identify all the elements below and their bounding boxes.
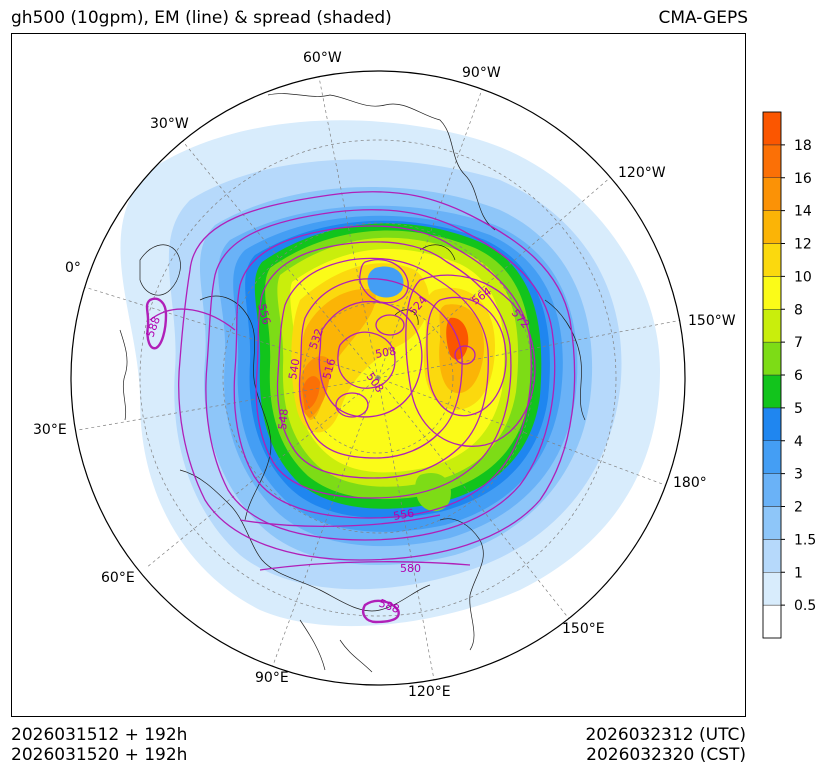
footer-valid-time-cst: 2026032320 (CST) [586,745,746,765]
colorbar-tick-label: 1.5 [794,532,816,548]
lon-label-90w: 90°W [462,65,501,81]
colorbar-tick-label: 18 [794,138,812,154]
contour-label: 548 [276,408,291,430]
title-left: gh500 (10gpm), EM (line) & spread (shade… [11,8,392,28]
colorbar-tick-label: 1 [794,565,803,581]
map-frame [11,33,746,717]
colorbar-cell [762,111,782,146]
colorbar-tick-label: 8 [794,302,803,318]
colorbar-tick-label: 4 [794,434,803,450]
map-disc-border [70,70,686,686]
contour-label: 516 [320,357,338,381]
contour-label: 580 [400,562,421,575]
colorbar-cell [762,374,782,409]
colorbar-tick-label: 12 [794,237,812,253]
lon-label-150e: 150°E [562,621,605,637]
colorbar-cell [762,341,782,376]
map-disc-content [71,71,685,685]
em-contours [149,191,576,571]
colorbar-tick-label: 10 [794,269,812,285]
lon-label-120w: 120°W [618,165,666,181]
colorbar-cell [762,539,782,573]
footer-init-time-utc: 2026031512 + 192h [11,725,188,745]
lon-label-60w: 60°W [303,50,342,66]
colorbar-tick-label: 0.5 [794,598,816,614]
colorbar-tick-label: 14 [794,204,812,220]
colorbar-cell [762,309,782,343]
colorbar-tick-label: 5 [794,401,803,417]
em-contours-588 [145,297,400,624]
low-spread-pocket [367,266,404,298]
footer-valid-time-utc: 2026032312 (UTC) [585,725,746,745]
graticule [77,71,683,685]
colorbar-cell [762,604,782,639]
low-spread-pocket [415,472,451,512]
colorbar-cell [762,572,782,606]
longitude-labels: 60°W 90°W 30°W 120°W 0° 150°W 30°E 180° … [33,50,736,700]
colorbar-cell [762,407,782,441]
lon-label-30w: 30°W [150,116,189,132]
colorbar-tick-label: 3 [794,467,803,483]
lon-label-60e: 60°E [101,570,135,586]
lon-label-150w: 150°W [688,313,736,329]
colorbar-cell [762,506,782,540]
contour-label: 556 [255,302,273,326]
contour-label: 508 [374,345,397,361]
contour-label: 540 [286,358,302,381]
lon-label-120e: 120°E [408,684,451,700]
colorbar-cell [762,177,782,211]
lon-label-90e: 90°E [255,670,289,686]
colorbar-cell [762,473,782,507]
lon-label-30e: 30°E [33,422,67,438]
contour-label: 556 [392,507,415,523]
colorbar-cell [762,210,782,244]
footer-init-time-cst: 2026031520 + 192h [11,745,188,765]
lon-label-0: 0° [65,260,81,276]
title-right: CMA-GEPS [658,8,748,28]
colorbar-cell [762,276,782,310]
colorbar-tick-label: 7 [794,335,803,351]
colorbar-cell [762,440,782,474]
colorbar-tick-label: 2 [794,500,803,516]
colorbar-tick-label: 6 [794,368,803,384]
colorbar: 0.5 1 1.5 2 3 4 5 6 7 8 10 12 14 16 18 [762,111,816,639]
colorbar-tick-label: 16 [794,171,812,187]
coastlines [119,93,586,673]
lon-label-180: 180° [673,475,707,491]
colorbar-cell [762,243,782,277]
colorbar-cell [762,144,782,178]
